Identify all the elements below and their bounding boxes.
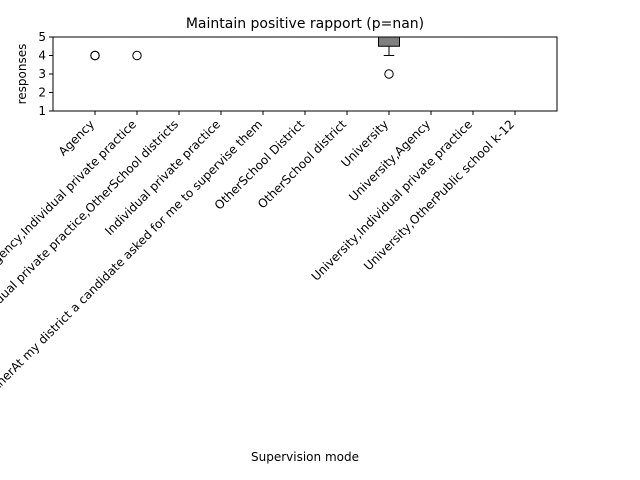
x-tick-label: Agency,Individual private practice,Other… [0, 117, 181, 364]
outlier-point [384, 69, 394, 79]
box-group [84, 36, 106, 61]
x-tick-label: University,Agency [346, 117, 433, 204]
outlier-point [90, 50, 100, 61]
box-series [84, 36, 526, 79]
y-axis-label: responses [15, 44, 29, 105]
x-tick-label: Agency [56, 117, 97, 158]
x-tick-label: University,OtherPublic school k-12 [361, 117, 517, 273]
y-tick-label: 3 [38, 67, 46, 81]
box-group [378, 36, 400, 79]
outlier-point [132, 50, 142, 61]
y-tick-label: 5 [38, 30, 46, 44]
box [378, 36, 400, 47]
x-axis-label: Supervision mode [251, 450, 359, 464]
plot-frame [52, 36, 558, 112]
chart-title: Maintain positive rapport (p=nan) [186, 16, 424, 32]
y-axis: 1 2 3 4 5 [38, 30, 53, 118]
y-tick-label: 1 [38, 104, 46, 118]
y-tick-label: 2 [38, 86, 46, 100]
box-group [126, 36, 148, 61]
y-tick-label: 4 [38, 49, 46, 63]
